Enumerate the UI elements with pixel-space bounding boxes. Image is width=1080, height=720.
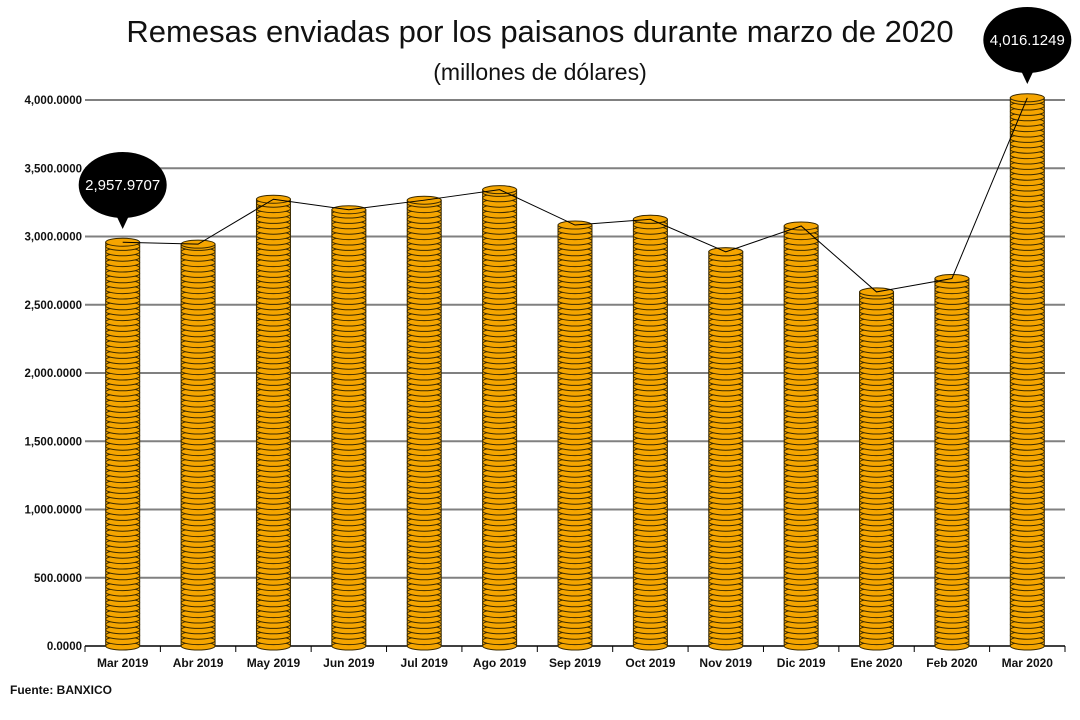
x-tick-label: Jul 2019 (401, 656, 449, 670)
x-tick-label: Abr 2019 (173, 656, 224, 670)
bar-nov-2019 (708, 247, 744, 651)
bar-mar-2020 (1009, 93, 1045, 651)
chart-title: Remesas enviadas por los paisanos durant… (126, 14, 953, 49)
y-tick-label: 2,000.0000 (24, 368, 82, 380)
y-tick-label: 1,500.0000 (24, 436, 82, 448)
x-tick-label: Feb 2020 (926, 656, 978, 670)
value-bubble: 4,016.1249 (983, 7, 1072, 84)
bubble-shape (983, 7, 1072, 73)
bar-mar-2019 (105, 237, 141, 651)
bar-feb-2020 (934, 274, 970, 651)
bar-jun-2019 (331, 205, 367, 651)
bar-jul-2019 (406, 195, 442, 651)
bubble-pointer (113, 210, 132, 229)
bar-ago-2019 (482, 185, 518, 651)
bubble-shape (78, 152, 167, 218)
bar-abr-2019 (180, 239, 216, 651)
bar-ene-2020 (859, 287, 895, 651)
y-tick-label: 0.0000 (47, 641, 82, 653)
trend-line (122, 97, 1028, 293)
bar-sep-2019 (557, 220, 593, 651)
x-tick-label: Ene 2020 (851, 656, 903, 670)
bar-oct-2019 (632, 214, 668, 651)
value-bubble: 2,957.9707 (78, 152, 167, 229)
x-tick-label: Dic 2019 (777, 656, 826, 670)
bar-may-2019 (255, 194, 291, 651)
y-tick-label: 4,000.0000 (24, 95, 82, 107)
x-tick-label: Jun 2019 (323, 656, 375, 670)
x-tick-label: Oct 2019 (625, 656, 675, 670)
y-tick-label: 1,000.0000 (24, 505, 82, 517)
x-tick-label: Sep 2019 (549, 656, 601, 670)
chart-subtitle: (millones de dólares) (433, 59, 646, 85)
bar-dic-2019 (783, 221, 819, 651)
coin-stacks (105, 93, 1045, 651)
y-tick-label: 2,500.0000 (24, 300, 82, 312)
y-tick-label: 3,500.0000 (24, 163, 82, 175)
bubble-label: 2,957.9707 (85, 177, 160, 194)
x-tick-label: Ago 2019 (473, 656, 527, 670)
y-axis: 0.0000 500.0000 1,000.0000 1,500.0000 2,000.… (24, 95, 82, 653)
trend-line-path (122, 97, 1028, 293)
bubble-label: 4,016.1249 (990, 32, 1065, 49)
annotations: 2,957.9707 4,016.1249 (78, 7, 1072, 229)
x-tick-label: May 2019 (247, 656, 301, 670)
x-tick-label: Mar 2019 (97, 656, 149, 670)
x-tick-label: Mar 2020 (1002, 656, 1054, 670)
y-tick-label: 3,000.0000 (24, 232, 82, 244)
x-tick-label: Nov 2019 (699, 656, 752, 670)
x-axis: Mar 2019 Abr 2019 May 2019 Jun 2019 Jul 2019… (84, 646, 1066, 670)
bubble-pointer (1018, 65, 1037, 84)
source-note: Fuente: BANXICO (10, 683, 112, 697)
y-tick-label: 500.0000 (34, 573, 82, 585)
